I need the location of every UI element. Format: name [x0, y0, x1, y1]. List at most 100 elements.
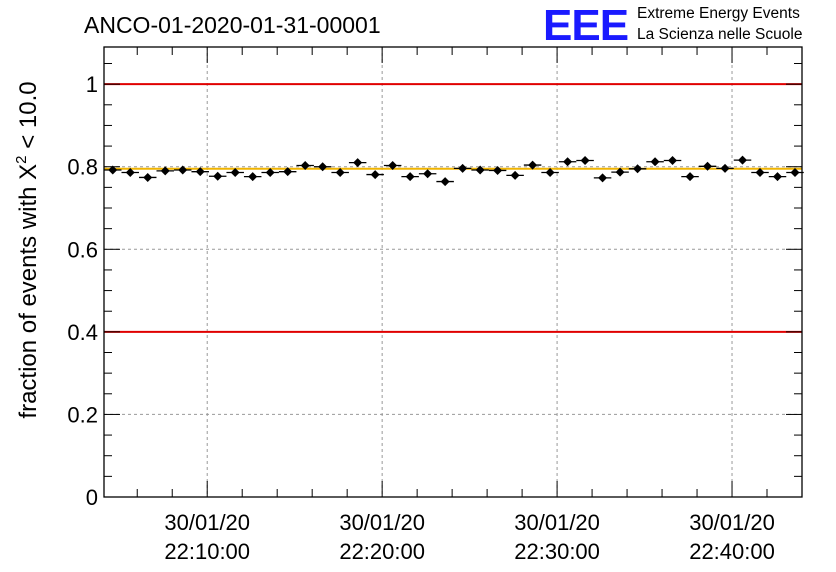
point-marker — [370, 170, 380, 180]
x-tick-label-time: 22:10:00 — [164, 539, 250, 564]
data-point — [611, 167, 629, 177]
point-marker — [475, 165, 485, 175]
point-marker — [283, 167, 293, 177]
y-axis-title-tail: < 10.0 — [15, 81, 42, 155]
y-tick-label: 0.4 — [67, 320, 98, 345]
point-marker — [703, 161, 713, 171]
point-marker — [300, 160, 310, 170]
point-marker — [650, 157, 660, 167]
point-marker — [493, 165, 503, 175]
y-tick-label: 0.2 — [67, 402, 98, 427]
point-marker — [773, 172, 783, 182]
point-marker — [598, 173, 608, 183]
data-point — [506, 170, 524, 180]
data-point — [523, 160, 542, 170]
point-marker — [545, 168, 555, 178]
plot-frame — [103, 46, 803, 498]
data-point — [296, 160, 314, 170]
data-point — [121, 168, 139, 178]
point-marker — [248, 172, 258, 182]
data-point — [471, 165, 489, 175]
point-marker — [318, 162, 328, 172]
data-point — [243, 172, 262, 182]
x-tick-label-date: 30/01/20 — [339, 510, 425, 535]
data-series — [104, 155, 804, 187]
reference-lines — [104, 83, 802, 333]
axes: 0 0.2 0.4 0.6 0.8 1 30/01/20 22:10:00 30/01/20 22… — [67, 46, 803, 564]
data-point — [418, 169, 437, 179]
point-marker — [755, 168, 765, 178]
grid — [104, 47, 802, 497]
data-point — [278, 167, 297, 177]
point-marker — [580, 156, 590, 166]
data-point — [576, 156, 594, 166]
point-marker — [423, 169, 433, 179]
point-marker — [633, 164, 643, 174]
logo-letters: EEE — [543, 1, 628, 50]
eee-logo: EEE Extreme Energy Events La Scienza nel… — [543, 1, 802, 50]
x-tick-label-date: 30/01/20 — [164, 510, 250, 535]
data-point — [698, 161, 717, 171]
logo-line2: La Scienza nelle Scuole — [637, 26, 802, 43]
data-point — [138, 172, 157, 182]
y-axis-title-main: fraction of events with X — [15, 164, 42, 419]
data-point — [208, 171, 227, 181]
point-marker — [563, 157, 573, 167]
y-tick-label: 0.8 — [67, 155, 98, 180]
x-tick-label-time: 22:30:00 — [514, 539, 600, 564]
x-tick-label-date: 30/01/20 — [514, 510, 600, 535]
y-tick-label: 0 — [86, 485, 98, 510]
data-point — [436, 177, 454, 187]
point-marker — [388, 160, 398, 170]
point-marker — [405, 172, 415, 182]
data-point — [558, 157, 577, 167]
point-marker — [213, 171, 223, 181]
x-tick-label-date: 30/01/20 — [689, 510, 775, 535]
data-point — [768, 172, 787, 182]
point-marker — [720, 163, 730, 173]
point-marker — [458, 163, 468, 173]
data-point — [261, 168, 279, 178]
data-point — [383, 160, 402, 170]
y-axis-title: fraction of events with X2 < 10.0 — [13, 81, 42, 418]
data-point — [716, 163, 734, 173]
data-point — [786, 168, 804, 178]
point-marker — [230, 168, 240, 178]
data-point — [488, 165, 507, 175]
x-tick-label-time: 22:40:00 — [689, 539, 775, 564]
point-marker — [528, 160, 538, 170]
point-marker — [685, 172, 695, 182]
data-point — [646, 157, 664, 167]
point-marker — [668, 156, 678, 166]
data-point — [453, 163, 472, 173]
data-point — [681, 172, 699, 182]
data-point — [173, 165, 192, 175]
point-marker — [440, 177, 450, 187]
data-point — [733, 155, 752, 165]
data-point — [401, 172, 419, 182]
chart-title: ANCO-01-2020-01-31-00001 — [84, 12, 381, 38]
data-point — [226, 168, 244, 178]
data-point — [104, 165, 122, 175]
point-marker — [265, 168, 275, 178]
point-marker — [615, 167, 625, 177]
point-marker — [738, 155, 748, 165]
data-point — [191, 167, 209, 177]
point-marker — [353, 158, 363, 168]
y-tick-label: 1 — [86, 72, 98, 97]
data-point — [331, 168, 349, 178]
data-point — [366, 170, 384, 180]
y-tick-label: 0.6 — [67, 237, 98, 262]
data-point — [663, 156, 682, 166]
data-point — [628, 164, 647, 174]
point-marker — [790, 168, 800, 178]
logo-line1: Extreme Energy Events — [637, 5, 800, 22]
data-point — [541, 168, 559, 178]
point-marker — [510, 170, 520, 180]
point-marker — [195, 167, 205, 177]
point-marker — [108, 165, 118, 175]
data-point — [751, 168, 769, 178]
data-point — [313, 162, 332, 172]
data-point — [156, 166, 174, 176]
